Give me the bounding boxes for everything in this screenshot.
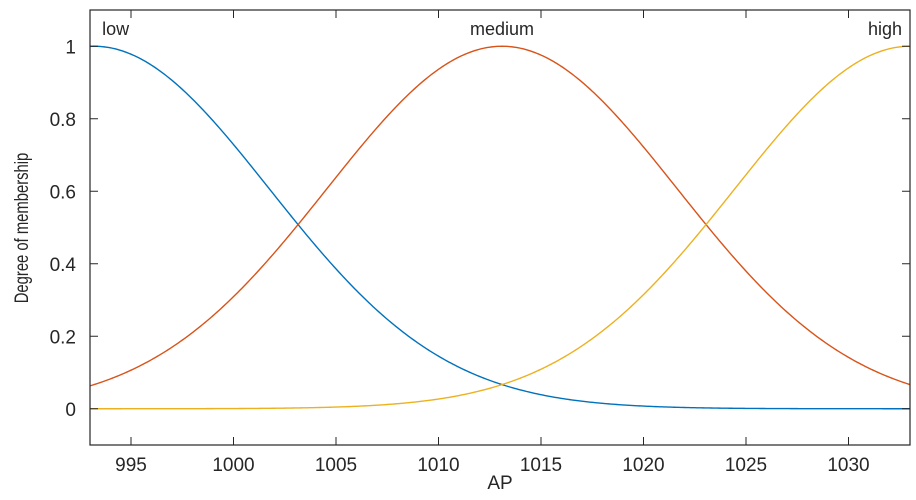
- y-tick-label: 0: [65, 400, 76, 421]
- axes-box: [89, 9, 911, 446]
- y-tick-label: 0.6: [50, 182, 76, 203]
- mf-label-low: low: [102, 19, 130, 39]
- x-tick-label: 1005: [315, 455, 357, 476]
- y-axis-title: Degree of membership: [11, 153, 32, 304]
- x-tick-label: 1000: [212, 455, 254, 476]
- y-tick-label: 0.8: [50, 110, 76, 131]
- curves-layer: [89, 45, 911, 410]
- membership-labels: low medium high: [102, 19, 902, 39]
- x-axis-title: AP: [487, 473, 512, 494]
- y-tick-label: 0.2: [50, 327, 76, 348]
- series-line-high: [90, 45, 911, 410]
- y-axis: 0 0.2 0.4 0.6 0.8 1: [50, 37, 910, 421]
- x-tick-label: 1030: [827, 455, 869, 476]
- mf-label-high: high: [868, 19, 902, 39]
- x-tick-label: 995: [115, 455, 147, 476]
- x-tick-label: 1015: [520, 455, 562, 476]
- series-line-low: [89, 45, 910, 410]
- x-tick-label: 1025: [725, 455, 767, 476]
- series-line-medium: [89, 45, 911, 387]
- y-tick-label: 0.4: [50, 255, 77, 276]
- x-tick-label: 1020: [622, 455, 664, 476]
- x-tick-label: 1010: [417, 455, 459, 476]
- x-axis: 995 1000 1005 1010 1015 1020 1025 1030: [115, 10, 870, 476]
- mf-label-medium: medium: [470, 19, 534, 39]
- y-tick-label: 1: [65, 37, 76, 58]
